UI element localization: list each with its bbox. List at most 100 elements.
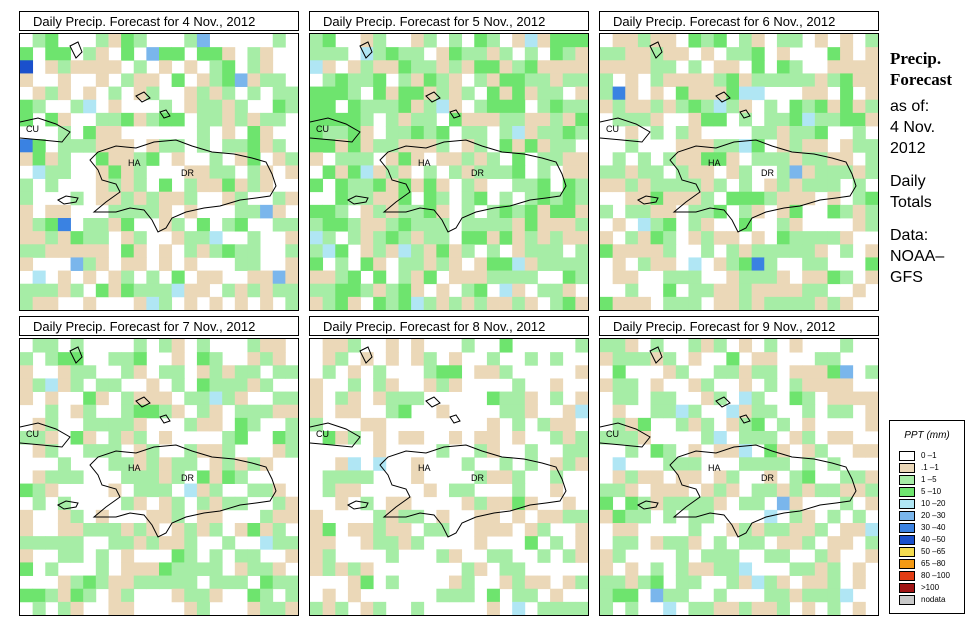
precip-cell (159, 483, 173, 498)
legend-item: 0 –1 (899, 451, 961, 462)
precip-cell (322, 352, 336, 366)
precip-cell (802, 99, 816, 114)
precip-cell (310, 562, 324, 576)
precip-cell (827, 588, 841, 603)
precip-cell (423, 365, 437, 379)
precip-cell (486, 60, 500, 74)
precip-cell (524, 34, 538, 48)
precip-cell (814, 86, 828, 101)
precip-cell (159, 204, 173, 219)
precip-cell (550, 483, 564, 498)
precip-cell (347, 562, 361, 576)
precip-cell (688, 575, 702, 590)
precip-cell (865, 391, 878, 406)
precip-cell (159, 496, 173, 511)
precip-cell (512, 496, 526, 511)
precip-cell (512, 431, 526, 445)
precip-cell (272, 391, 286, 406)
precip-cell (20, 47, 34, 61)
precip-cell (133, 496, 147, 511)
precip-cell (159, 60, 173, 74)
precip-cell (171, 270, 185, 285)
precip-cell (385, 178, 399, 193)
precip-cell (360, 152, 374, 166)
precip-cell (751, 404, 765, 419)
legend-item: 65 –80 (899, 559, 961, 570)
precip-cell (764, 365, 778, 379)
precip-cell (625, 178, 639, 193)
precip-cell (562, 218, 576, 232)
precip-cell (146, 523, 160, 537)
precip-cell (840, 34, 854, 48)
precip-cell (827, 365, 841, 379)
precip-cell (486, 296, 500, 310)
precip-cell (121, 601, 135, 615)
precip-cell (373, 139, 387, 153)
precip-cell (411, 204, 425, 219)
precip-cell (726, 601, 740, 615)
precip-cell (247, 204, 261, 219)
precip-cell (827, 431, 841, 445)
precip-cell (512, 470, 526, 484)
precip-cell (209, 365, 223, 379)
precip-cell (285, 601, 298, 615)
precip-cell (310, 34, 324, 48)
precip-cell (347, 231, 361, 245)
precip-cell (764, 404, 778, 419)
precip-cell (776, 152, 790, 166)
precip-cell (272, 536, 286, 550)
precip-grid (600, 34, 878, 310)
precip-cell (550, 47, 564, 61)
precip-cell (360, 244, 374, 258)
precip-cell (562, 204, 576, 219)
precip-cell (121, 178, 135, 193)
precip-cell (739, 86, 753, 101)
precip-cell (196, 126, 210, 140)
precip-cell (133, 34, 147, 48)
precip-cell (45, 204, 59, 219)
precip-cell (322, 549, 336, 563)
precip-cell (663, 391, 677, 406)
precip-cell (663, 404, 677, 419)
precip-cell (436, 191, 450, 206)
precip-cell (159, 562, 173, 576)
precip-cell (385, 60, 399, 74)
precip-cell (322, 365, 336, 379)
precip-cell (701, 417, 715, 432)
precip-cell (852, 191, 866, 206)
precip-cell (209, 60, 223, 74)
precip-cell (95, 378, 109, 392)
precip-cell (247, 483, 261, 498)
sidebar-heading: Precip. (890, 49, 942, 68)
precip-cell (562, 257, 576, 271)
precip-cell (385, 283, 399, 298)
precip-cell (398, 126, 412, 140)
precip-cell (688, 496, 702, 511)
precip-cell (95, 152, 109, 166)
precip-cell (814, 352, 828, 366)
precip-cell (461, 126, 475, 140)
precip-cell (650, 191, 664, 206)
precip-cell (57, 536, 71, 550)
precip-cell (196, 86, 210, 101)
precip-cell (637, 178, 651, 193)
precip-cell (537, 60, 551, 74)
precip-cell (209, 86, 223, 101)
precip-cell (840, 231, 854, 245)
precip-cell (171, 73, 185, 87)
precip-cell (688, 404, 702, 419)
precip-cell (146, 483, 160, 498)
precip-cell (499, 549, 513, 563)
precip-cell (360, 178, 374, 193)
precip-cell (675, 483, 689, 498)
precip-cell (121, 417, 135, 432)
panel-title: Daily Precip. Forecast for 6 Nov., 2012 (599, 11, 879, 31)
panel-title: Daily Precip. Forecast for 4 Nov., 2012 (19, 11, 299, 31)
precip-cell (776, 496, 790, 511)
precip-cell (701, 218, 715, 232)
precip-cell (612, 270, 626, 285)
precip-cell (524, 178, 538, 193)
precip-cell (373, 204, 387, 219)
precip-cell (209, 509, 223, 524)
precip-cell (802, 457, 816, 471)
